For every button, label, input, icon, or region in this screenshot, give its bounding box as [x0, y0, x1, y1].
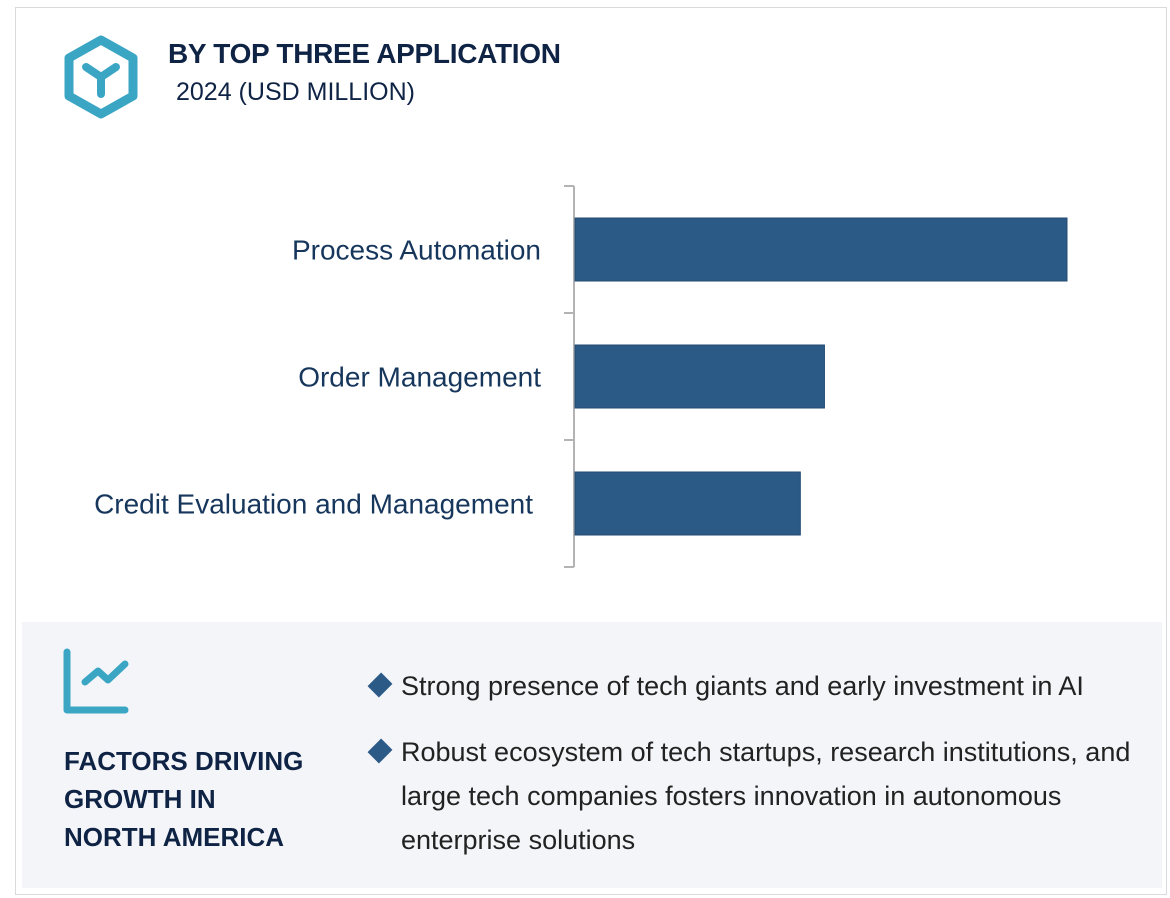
bar-process-automation: [574, 217, 1068, 282]
diamond-bullet-icon: [368, 730, 392, 774]
factors-title-line: FACTORS DRIVING: [64, 746, 304, 776]
category-label: Process Automation: [292, 235, 541, 266]
factors-title: FACTORS DRIVING GROWTH IN NORTH AMERICA: [64, 742, 334, 856]
factors-title-line: GROWTH IN: [64, 784, 216, 814]
line-chart-growth-icon: [63, 648, 129, 714]
factors-bullet-list: Strong presence of tech giants and early…: [368, 664, 1158, 884]
hexagon-y-logo-icon: [64, 35, 138, 119]
bar-chart: Process Automation Order Management Credit…: [94, 185, 1068, 568]
bullet-text: Robust ecosystem of tech startups, resea…: [401, 737, 1131, 855]
chart-title: BY TOP THREE APPLICATION: [168, 38, 561, 69]
bar-credit-evaluation-and-management: [574, 471, 801, 536]
bar-order-management: [574, 344, 825, 409]
bullet-item: Robust ecosystem of tech startups, resea…: [368, 730, 1158, 862]
factors-title-line: NORTH AMERICA: [64, 822, 285, 852]
factors-panel: [22, 622, 1162, 888]
bullet-text: Strong presence of tech giants and early…: [401, 671, 1084, 701]
diamond-bullet-icon: [368, 664, 392, 708]
chart-subtitle: 2024 (USD MILLION): [176, 78, 415, 106]
bullet-item: Strong presence of tech giants and early…: [368, 664, 1158, 708]
category-label: Credit Evaluation and Management: [94, 489, 533, 520]
category-label: Order Management: [298, 362, 541, 393]
